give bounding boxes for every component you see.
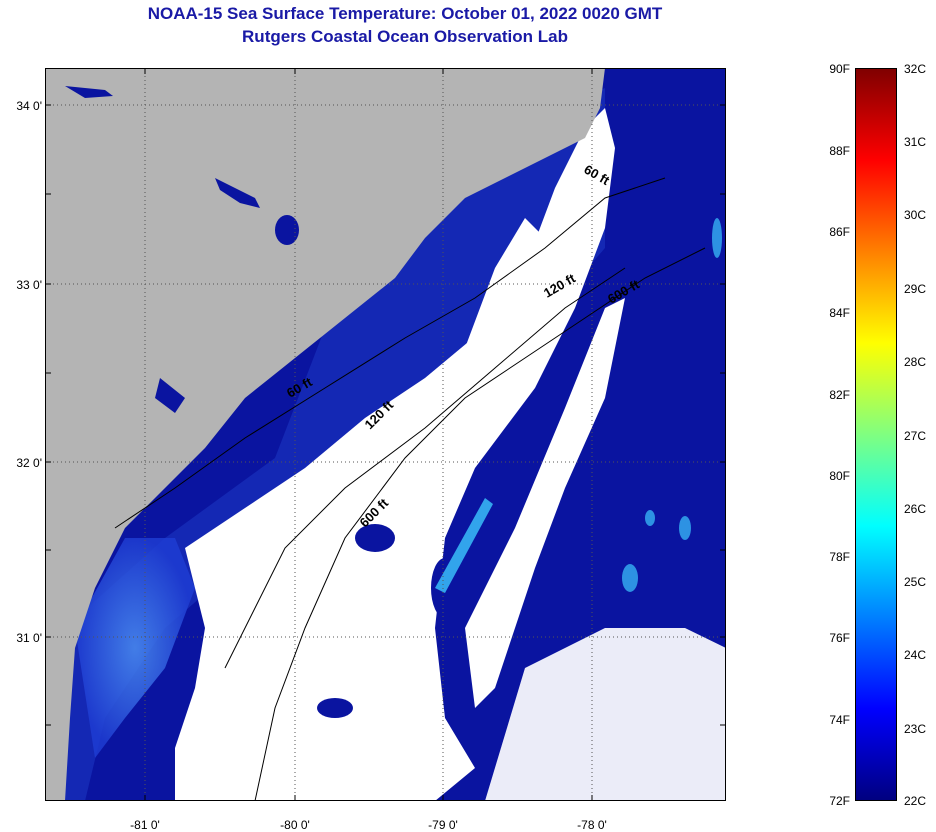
lon-label: -80 0' (280, 818, 310, 832)
colorbar-c-label: 32C (904, 62, 927, 76)
cloud-patch (465, 218, 545, 358)
lake (275, 215, 299, 245)
isobath-lines (114, 177, 706, 801)
colorbar-c-label: 31C (904, 135, 927, 149)
colorbar-f-label: 76F (829, 631, 850, 645)
map-border (45, 68, 726, 801)
nearshore-warm-water (75, 538, 195, 758)
colorbar-c-label: 23C (904, 722, 927, 736)
colorbar-f-label: 86F (829, 225, 850, 239)
lake (215, 178, 260, 208)
warm-streak (435, 498, 493, 593)
warm-patch (712, 218, 722, 258)
lat-label: 31 0' (16, 631, 42, 645)
warm-patch (679, 516, 691, 540)
clear-patch (355, 524, 395, 552)
cloud-band (465, 298, 625, 708)
colorbar-f-label: 90F (829, 62, 850, 76)
land-area (45, 68, 605, 801)
colorbar-c-label: 29C (904, 282, 927, 296)
warm-patch (622, 564, 638, 592)
lake (65, 86, 113, 98)
lon-label: -81 0' (130, 818, 160, 832)
colorbar-c-label: 22C (904, 794, 927, 808)
sst-map: 60 ft 120 ft 600 ft 60 ft 120 ft 600 ft (45, 68, 726, 801)
colorbar-c-label: 30C (904, 208, 927, 222)
graticule (45, 68, 726, 801)
colorbar-f-label: 80F (829, 469, 850, 483)
lon-label: -78 0' (577, 818, 607, 832)
map-subtitle: Rutgers Coastal Ocean Observation Lab (242, 27, 568, 46)
temperature-colorbar (855, 68, 897, 801)
cloud-cover-south (485, 628, 726, 801)
lon-label: -79 0' (428, 818, 458, 832)
colorbar-c-label: 28C (904, 355, 927, 369)
lat-label: 32 0' (16, 456, 42, 470)
estuary (155, 378, 185, 413)
colorbar-f-label: 84F (829, 306, 850, 320)
colorbar-f-label: 78F (829, 550, 850, 564)
colorbar-c-label: 27C (904, 429, 927, 443)
colorbar-f-label: 82F (829, 388, 850, 402)
colorbar-f-label: 72F (829, 794, 850, 808)
colorbar-c-label: 24C (904, 648, 927, 662)
colorbar-c-label: 25C (904, 575, 927, 589)
warm-patch (645, 510, 655, 526)
lat-label: 33 0' (16, 278, 42, 292)
clear-patch (317, 698, 353, 718)
colorbar-f-label: 74F (829, 713, 850, 727)
colorbar-f-label: 88F (829, 144, 850, 158)
lat-label: 34 0' (16, 99, 42, 113)
map-title: NOAA-15 Sea Surface Temperature: October… (147, 4, 663, 23)
cloud-cover (175, 108, 615, 801)
colorbar-c-label: 26C (904, 502, 927, 516)
